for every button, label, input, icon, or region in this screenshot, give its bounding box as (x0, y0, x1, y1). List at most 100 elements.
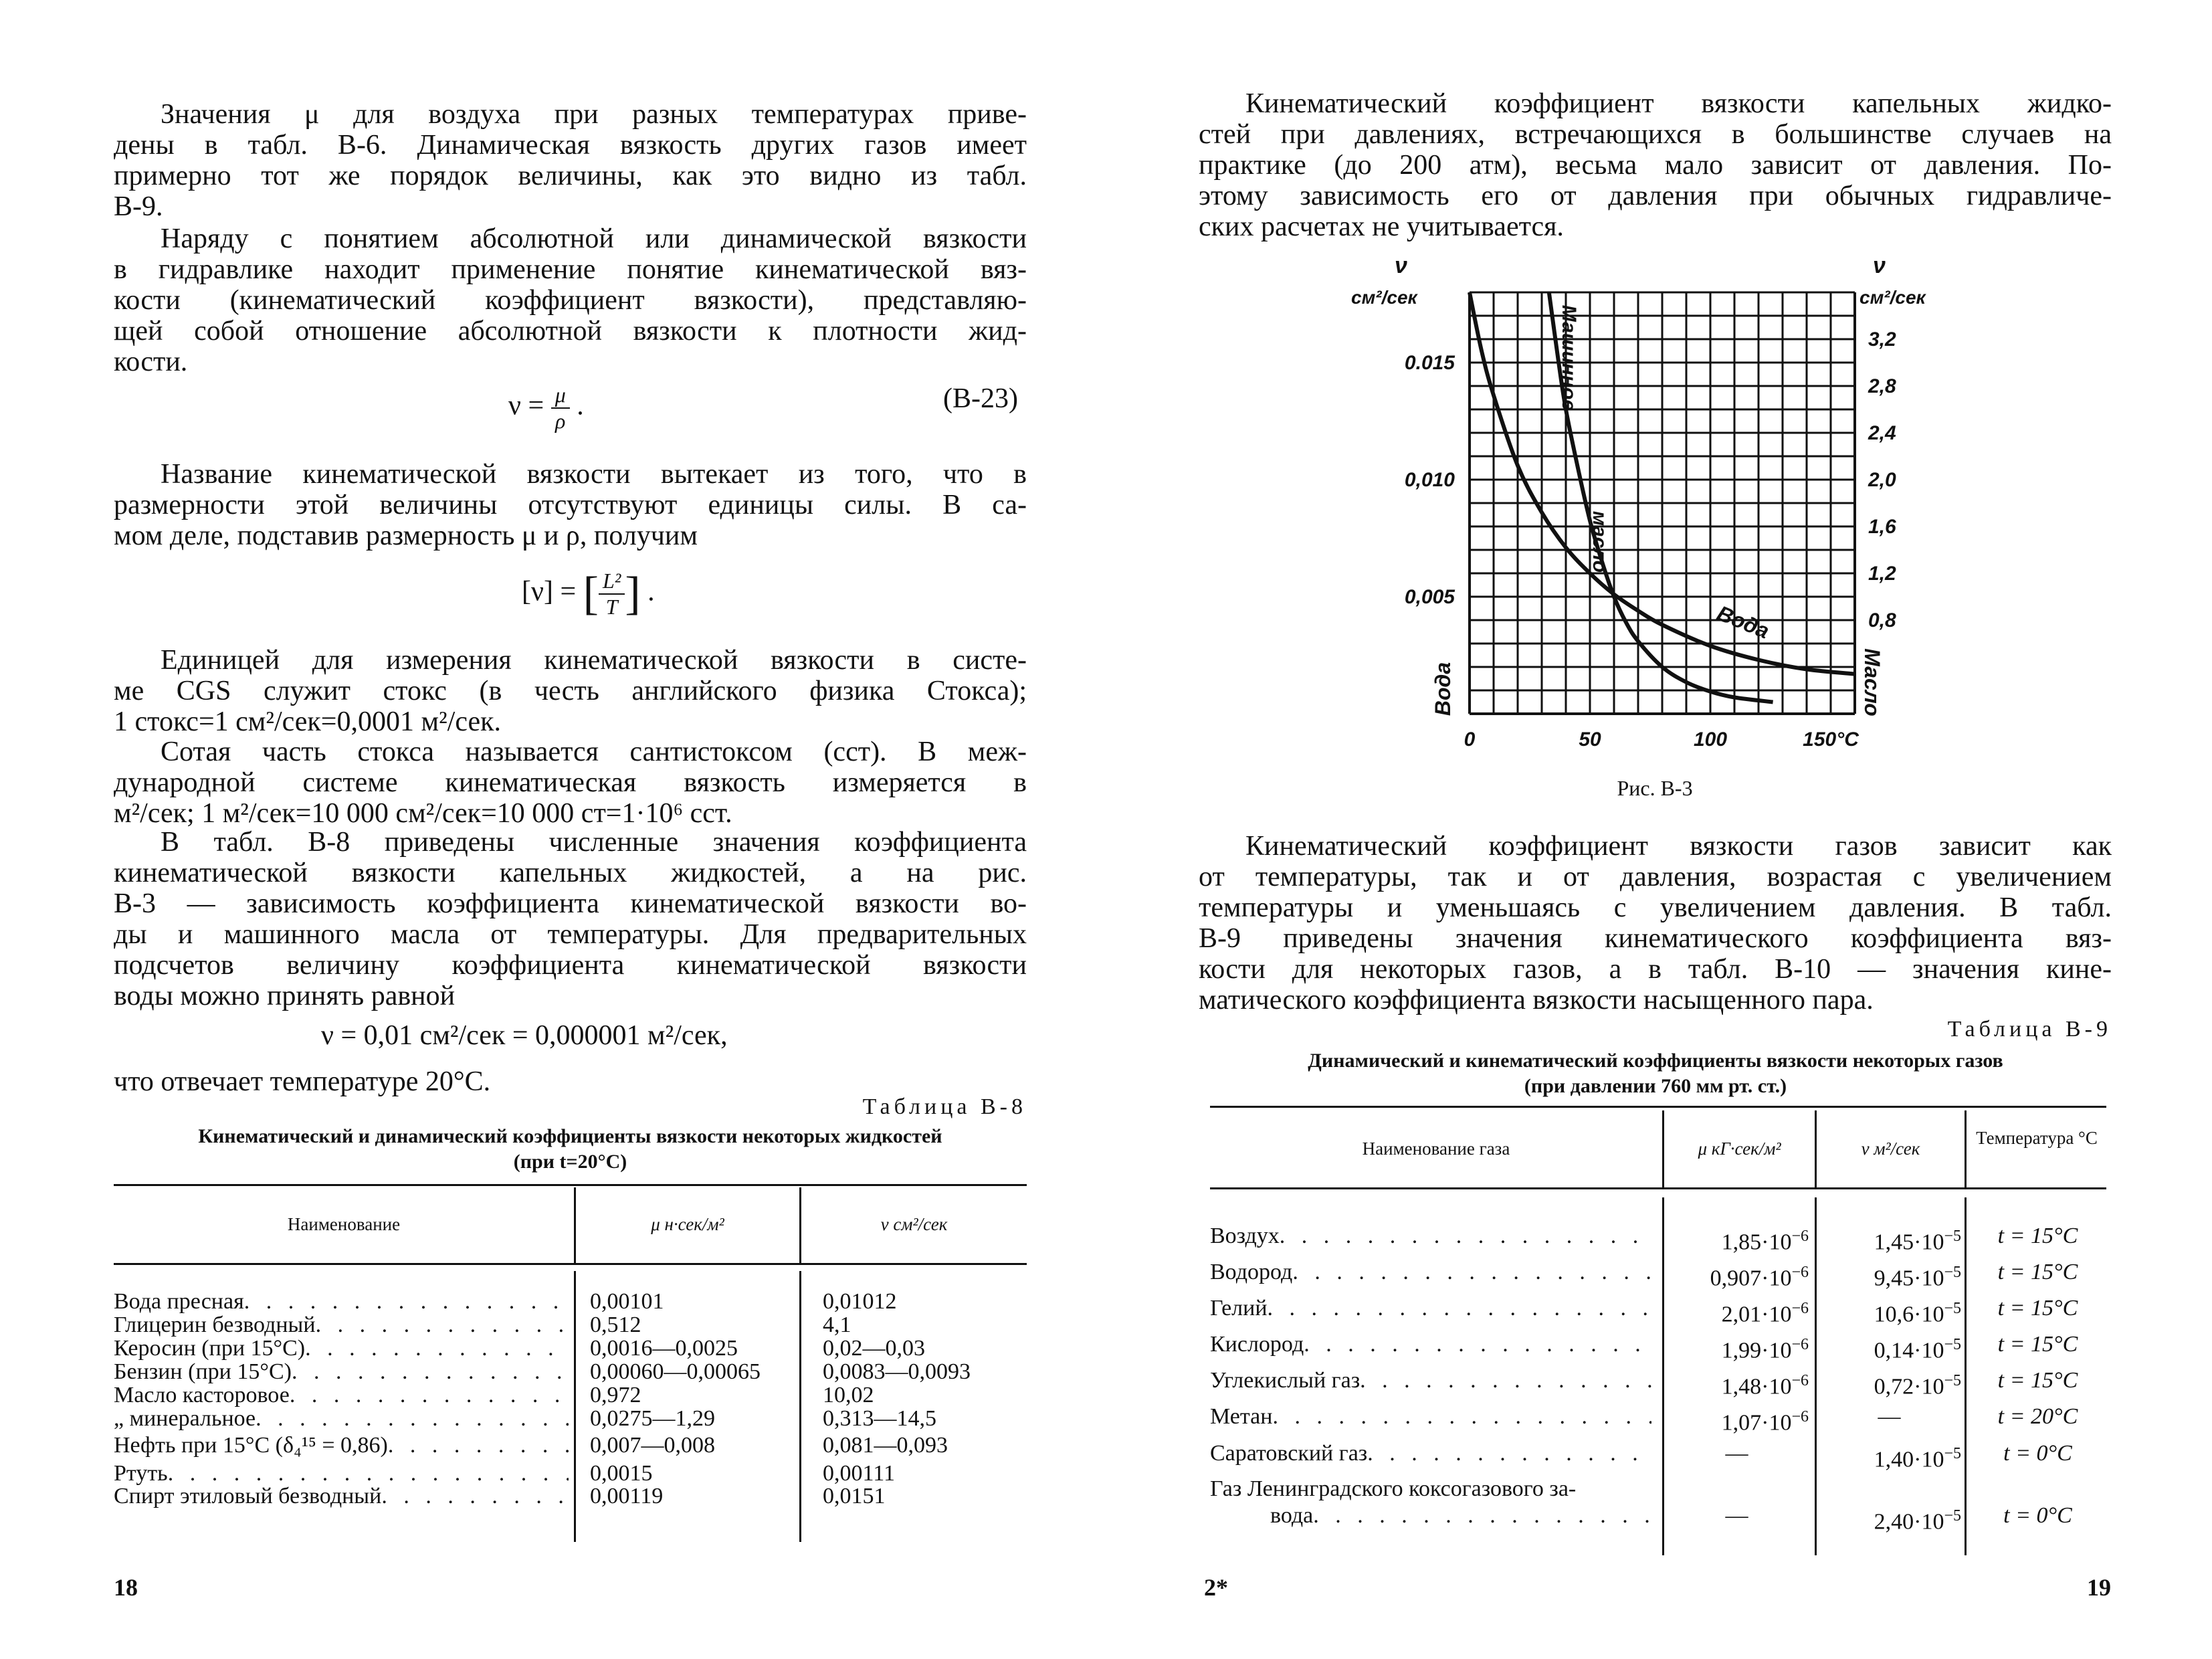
dot-leader: . . . . . . . . . . . . . . . . . . . . … (291, 1360, 569, 1384)
right-tick-label: 1,6 (1868, 516, 1896, 538)
row-name: Вода пресная . . . . . . . . . . . . . .… (114, 1290, 569, 1314)
cell-nu: 0,02—0,03 (823, 1336, 925, 1361)
dot-leader: . . . . . . . . . . . . . . . . . . . . … (243, 1290, 569, 1314)
table-row: Глицерин безводный . . . . . . . . . . .… (114, 1313, 1027, 1337)
cell-nu-mantissa: 1,45·10 (1874, 1230, 1944, 1255)
row-name: Масло касторовое . . . . . . . . . . . .… (114, 1383, 569, 1407)
row-name: Углекислый газ . . . . . . . . . . . . .… (1210, 1369, 1651, 1393)
right-tick-label: 2,0 (1868, 469, 1896, 491)
cell-nu-mantissa: 1,40·10 (1874, 1447, 1944, 1472)
cell-temperature: t = 15°С (1997, 1296, 2078, 1321)
cell-nu-exponent: −5 (1944, 1507, 1961, 1525)
cell-mu: 0,907·10−6 (1665, 1260, 1809, 1290)
paragraph: Сотая часть стокса называется сантистокс… (114, 737, 1027, 829)
cell-mu: 0,0016—0,0025 (590, 1336, 738, 1361)
paragraph: Кинематический коэффициент вязкости газо… (1199, 831, 2112, 1015)
text-line: кости для некоторых газов, а в табл. В-1… (1199, 954, 2112, 985)
text-line: мом деле, подставив размерность μ и ρ, п… (114, 520, 698, 551)
cell-nu: 1,40·10−5 (1817, 1442, 1961, 1472)
column-divider (1965, 1110, 1967, 1187)
table-title-line: Динамический и кинематический коэффициен… (1308, 1050, 2003, 1072)
text-line: В-9 приведены значения кинематического к… (1199, 923, 2112, 954)
cell-mu: — (1665, 1504, 1809, 1528)
table-row: вода . . . . . . . . . . . . . . . . . .… (1210, 1503, 2106, 1534)
left-axis-symbol: ν (1395, 253, 1407, 278)
cell-nu-mantissa: 9,45·10 (1874, 1266, 1944, 1291)
text-line: этому зависимость его от давления при об… (1199, 181, 2112, 211)
dot-leader: . . . . . . . . . . . . . . . . . . . . … (289, 1383, 569, 1407)
right-axis-symbol: ν (1873, 253, 1886, 278)
row-name: Метан . . . . . . . . . . . . . . . . . … (1210, 1405, 1651, 1429)
table-row: Масло касторовое . . . . . . . . . . . .… (114, 1383, 1027, 1407)
table-row: Нефть при 15°С (δ₄¹⁵ = 0,86) . . . . . .… (114, 1434, 1027, 1458)
column-header: Температура °С (1976, 1128, 2098, 1148)
cell-mu-mantissa: 1,85·10 (1721, 1230, 1792, 1255)
cell-temperature: t = 0°С (2003, 1441, 2072, 1466)
cell-mu-exponent: −6 (1791, 1372, 1809, 1389)
dot-leader: . . . . . . . . . . . . . . . . . . . . … (1313, 1504, 1651, 1528)
dot-leader: . . . . . . . . . . . . . . . . . . . . … (1360, 1369, 1651, 1393)
cell-mu-exponent: −6 (1791, 1408, 1809, 1426)
row-name-text: Масло касторовое (114, 1383, 290, 1407)
text-line: дены в табл. В-6. Динамическая вязкость … (114, 130, 1027, 161)
cell-mu: 0,007—0,008 (590, 1433, 715, 1458)
column-divider (574, 1187, 576, 1263)
table-title-line: (при t=20°С) (513, 1151, 627, 1173)
cell-temperature: t = 0°С (2003, 1503, 2072, 1528)
formula-dimension: [ν] = [L² T] . (522, 568, 655, 619)
text-line: Кинематический коэффициент вязкости газо… (1245, 831, 2112, 862)
water-axis-label: Вода (1431, 662, 1455, 716)
row-name-text: Воздух (1210, 1224, 1280, 1248)
cell-nu: 0,313—14,5 (823, 1406, 936, 1431)
dot-leader: . . . . . . . . . . . . . . . . . . . . … (387, 1434, 569, 1458)
text-line: стей при давлениях, встречающихся в боль… (1199, 119, 2112, 150)
dot-leader: . . . . . . . . . . . . . . . . . . . . … (381, 1484, 569, 1508)
text-line: от температуры, так и от давления, возра… (1199, 862, 2112, 892)
water-curve-label: Вода (1714, 601, 1773, 643)
table-header-rule (114, 1263, 1027, 1265)
text-line: температуры и уменьшаясь с увеличением д… (1199, 892, 2112, 923)
cell-nu-exponent: −5 (1944, 1336, 1961, 1353)
column-header: μ н·сек/м² (651, 1214, 724, 1234)
text-line: Значения μ для воздуха при разных темпер… (161, 99, 1027, 130)
text-line: матического коэффициента вязкости насыще… (1199, 985, 1874, 1015)
table-row: Водород . . . . . . . . . . . . . . . . … (1210, 1260, 2106, 1290)
column-header: Наименование газа (1362, 1139, 1510, 1159)
row-name: Кислород . . . . . . . . . . . . . . . .… (1210, 1333, 1651, 1357)
cell-mu-mantissa: 1,07·10 (1721, 1410, 1792, 1436)
paragraph: Значения μ для воздуха при разных темпер… (114, 99, 1027, 222)
column-divider (799, 1271, 801, 1542)
text-line: Наряду с понятием абсолютной или динамич… (161, 223, 1027, 254)
row-name-text: Вода пресная (114, 1290, 244, 1314)
cell-temperature: t = 15°С (1997, 1260, 2078, 1284)
dot-leader: . . . . . . . . . . . . . . . . . . . . … (256, 1407, 569, 1431)
row-name: Нефть при 15°С (δ₄¹⁵ = 0,86) . . . . . .… (114, 1434, 569, 1458)
denominator: T (605, 595, 618, 619)
table-caption: Таблица В-9 (1947, 1017, 2112, 1042)
row-name-text: Водород (1210, 1260, 1293, 1284)
cell-temperature: t = 20°С (1997, 1404, 2078, 1429)
cell-mu: — (1665, 1442, 1809, 1466)
cell-nu-exponent: −5 (1944, 1372, 1961, 1389)
dot-leader: . . . . . . . . . . . . . . . . . . . . … (1267, 1296, 1651, 1321)
row-name-text: Керосин (при 15°С) (114, 1337, 306, 1361)
paragraph: Название кинематической вязкости вытекае… (114, 459, 1027, 551)
text-line: примерно тот же порядок величины, как эт… (114, 161, 1027, 191)
cell-nu-exponent: −5 (1944, 1228, 1961, 1245)
cell-nu-exponent: −5 (1944, 1445, 1961, 1462)
row-name-text: Углекислый газ (1210, 1369, 1361, 1393)
row-name: Водород . . . . . . . . . . . . . . . . … (1210, 1260, 1651, 1284)
formula-tail: . (647, 576, 655, 607)
row-name: Глицерин безводный . . . . . . . . . . .… (114, 1313, 569, 1337)
cell-nu-mantissa: 2,40·10 (1874, 1509, 1944, 1535)
column-divider (1662, 1110, 1664, 1187)
table-title-line: (при давлении 760 мм рт. ст.) (1524, 1075, 1787, 1097)
text-line: кости. (114, 347, 188, 377)
cell-mu-mantissa: 0,907·10 (1710, 1266, 1792, 1291)
cell-mu-exponent: −6 (1791, 1264, 1809, 1281)
cell-nu-mantissa: 0,14·10 (1874, 1338, 1944, 1363)
cell-nu: 0,00111 (823, 1461, 895, 1486)
column-divider (1662, 1197, 1664, 1555)
row-name-text: „ минеральное (114, 1407, 256, 1431)
